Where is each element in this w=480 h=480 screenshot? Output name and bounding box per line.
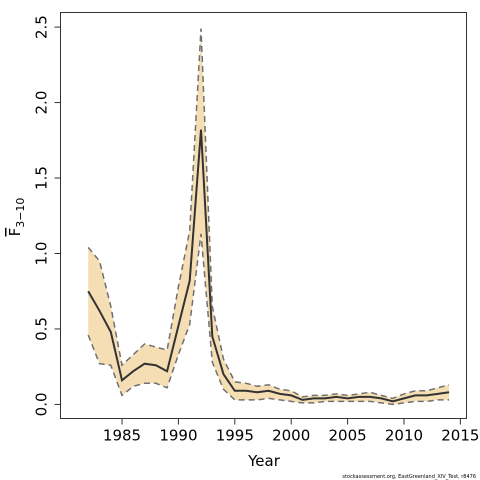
x-tick-label: 1990 xyxy=(159,427,197,445)
estimate-line xyxy=(87,129,450,403)
plot-frame xyxy=(60,12,467,419)
y-axis-title-subscript: 3−10 xyxy=(14,198,27,228)
x-tick-label: 1995 xyxy=(216,427,254,445)
x-tick-label: 2005 xyxy=(328,427,366,445)
upper-bound-line xyxy=(87,28,450,400)
y-tick-label: 2.5 xyxy=(33,15,51,39)
x-tick-label: 2010 xyxy=(385,427,423,445)
y-axis-title: F3−10 xyxy=(6,198,27,237)
y-tick-label: 2.0 xyxy=(33,91,51,115)
x-tick-label: 1985 xyxy=(103,427,141,445)
x-tick-label: 2000 xyxy=(272,427,310,445)
credit-text: stockassessment.org, EastGreenland_XIV_T… xyxy=(342,474,476,480)
confidence-band xyxy=(88,28,450,405)
y-tick-label: 1.0 xyxy=(33,242,51,266)
y-tick-label: 1.5 xyxy=(33,166,51,190)
y-tick-label: 0.5 xyxy=(33,317,51,341)
lower-bound-line xyxy=(87,233,450,406)
x-axis-title: Year xyxy=(247,452,281,470)
y-axis-title-main: F xyxy=(6,228,24,237)
svg-text:F3−10: F3−10 xyxy=(6,198,27,237)
y-tick-label: 0.0 xyxy=(33,392,51,416)
x-tick-label: 2015 xyxy=(441,427,479,445)
